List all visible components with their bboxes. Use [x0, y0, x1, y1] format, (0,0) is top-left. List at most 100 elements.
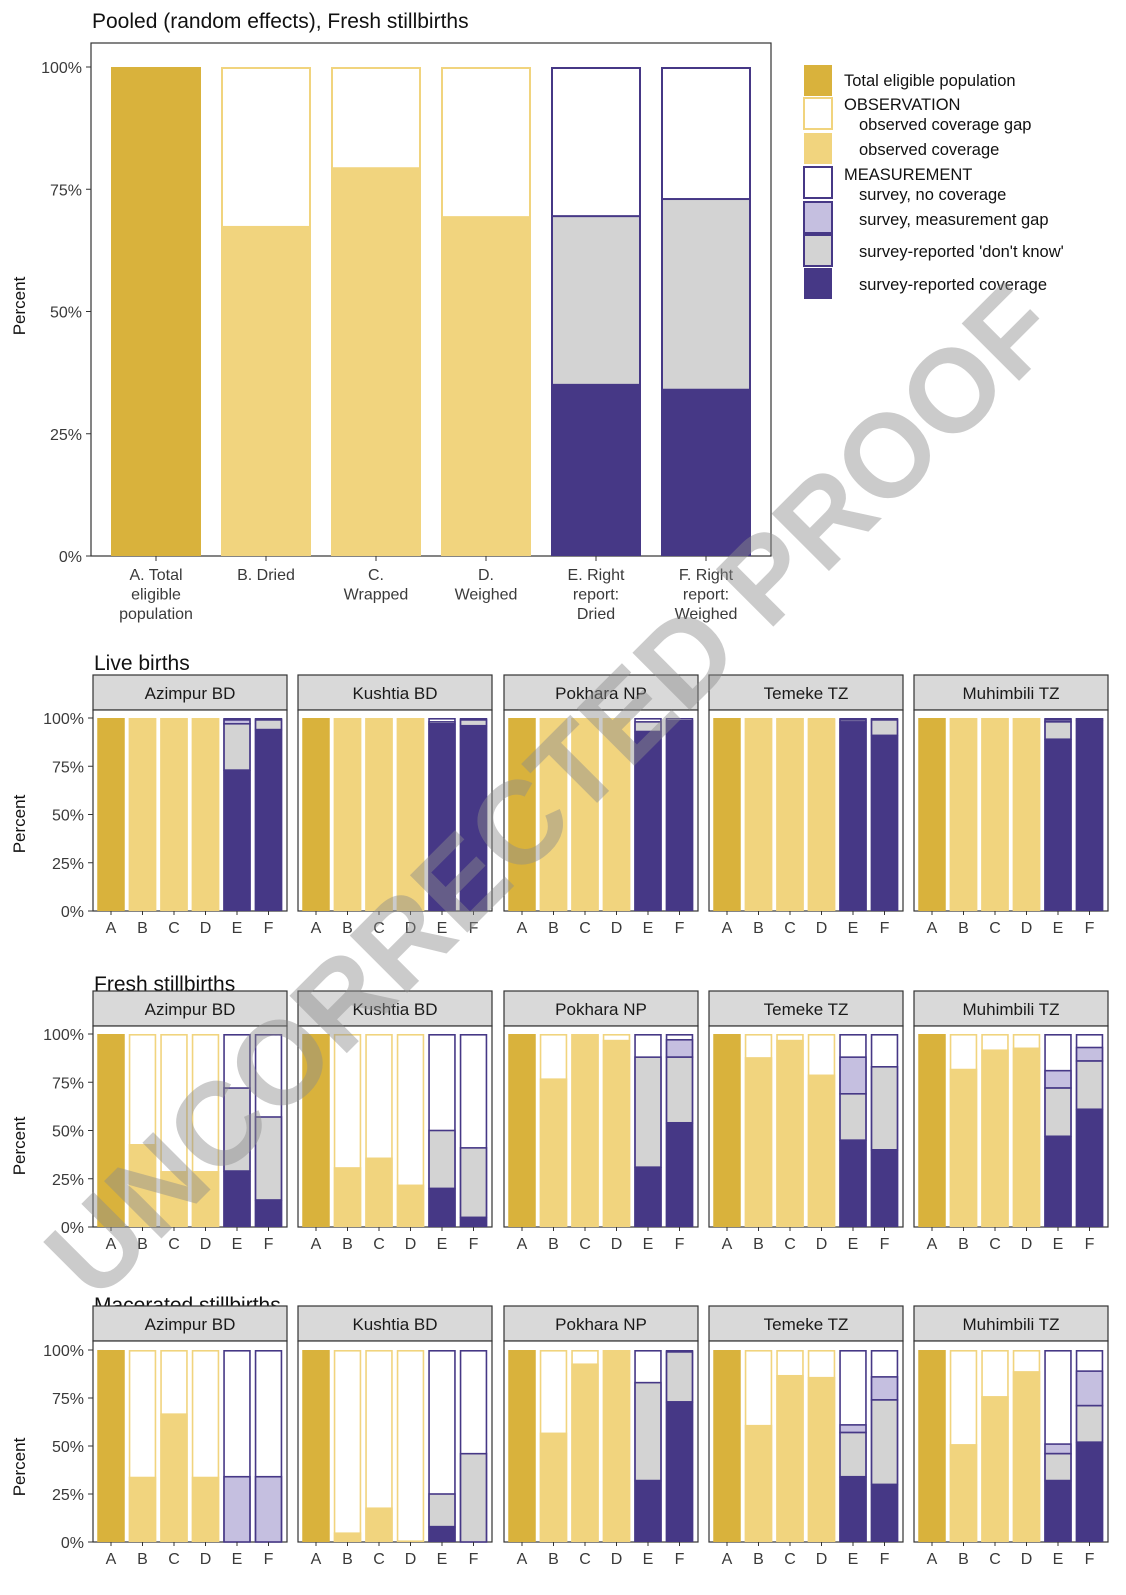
legend-group-header: MEASUREMENT [844, 166, 972, 184]
facet-panel-border [708, 1340, 904, 1543]
x-tick-label: B [958, 1551, 969, 1568]
bar-a [302, 1350, 330, 1542]
x-tick-label: E [232, 920, 243, 937]
facet-strip [913, 990, 1109, 1027]
bar-coverage [1012, 1047, 1041, 1227]
bar-coverage [396, 718, 425, 911]
x-tick-label: F [675, 1236, 685, 1253]
y-tick-label: 25% [52, 856, 84, 873]
bar-coverage [870, 1149, 899, 1227]
bar-coverage [128, 1476, 157, 1542]
bar-coverage [1012, 1371, 1041, 1542]
bar-measurement-gap [870, 1376, 899, 1401]
bar-b [128, 1034, 157, 1228]
bar-dont-know [634, 721, 662, 733]
y-tick-label: 50% [52, 1439, 84, 1456]
facet-strip-label: Muhimbili TZ [963, 1000, 1060, 1019]
bar-dont-know [428, 1129, 456, 1190]
facet-pokhara-np: Pokhara NP A B C D E F [503, 990, 699, 1253]
bar-total [302, 718, 330, 911]
x-tick-label: F [469, 920, 479, 937]
bar-e [839, 1350, 867, 1543]
bar-f [665, 1034, 694, 1228]
facet-strip-label: Temeke TZ [764, 684, 849, 703]
x-tick-label: A [517, 1236, 528, 1253]
x-tick-label: D [405, 1236, 417, 1253]
pooled-x-tick-label: Weighed [675, 606, 738, 623]
bar-coverage [191, 1476, 220, 1542]
legend-swatch-obs-gap [803, 97, 833, 130]
bar-dont-know [223, 1087, 251, 1172]
bar-b [949, 1034, 978, 1228]
x-tick-label: D [1021, 1551, 1033, 1568]
bar-measurement-gap [223, 1475, 251, 1543]
facet-panel-border [92, 1340, 288, 1543]
pooled-x-tick-label: B. Dried [237, 567, 295, 584]
bar-coverage [776, 1374, 804, 1542]
y-tick-label: 100% [43, 1027, 84, 1044]
facet-strip-label: Pokhara NP [555, 684, 647, 703]
bar-b [949, 717, 978, 911]
facet-strip [708, 674, 904, 711]
x-tick-label: B [342, 1551, 353, 1568]
facet-temeke-tz: Temeke TZ A B C D E F [708, 990, 904, 1253]
y-tick-label: 100% [43, 711, 84, 728]
pooled-y-tick-label: 25% [50, 427, 82, 444]
pooled-bar-dont-know [551, 215, 641, 386]
legend-label: Total eligible population [844, 72, 1016, 90]
y-tick-label: 75% [52, 759, 84, 776]
pooled-x-tick-label: D. [478, 567, 494, 584]
bar-coverage [981, 1396, 1009, 1542]
bar-coverage [191, 1171, 220, 1227]
bar-b [949, 1350, 978, 1543]
bar-f [870, 1350, 899, 1543]
bar-coverage [333, 1532, 362, 1542]
bar-f [459, 1034, 488, 1228]
bar-total [713, 1034, 741, 1227]
x-tick-label: D [611, 1236, 623, 1253]
bar-coverage [870, 1484, 899, 1542]
x-tick-label: B [753, 1236, 764, 1253]
x-tick-label: E [643, 1551, 654, 1568]
x-tick-label: A [927, 1236, 938, 1253]
pooled-y-tick-label: 0% [59, 549, 82, 566]
bar-dont-know [665, 1056, 694, 1124]
bar-d [602, 717, 631, 911]
bar-coverage [160, 1413, 188, 1542]
bar-c [981, 1034, 1009, 1228]
facet-strip [92, 990, 288, 1027]
bar-f [254, 1034, 283, 1228]
bar-dont-know [459, 1147, 488, 1219]
y-tick-label: 0% [61, 1220, 84, 1237]
x-tick-label: F [469, 1551, 479, 1568]
y-tick-label: 25% [52, 1487, 84, 1504]
facet-azimpur-bd: Azimpur BD A B C D E F [92, 674, 288, 937]
pooled-bar-e [551, 67, 641, 556]
x-tick-label: A [311, 1236, 322, 1253]
bar-f [665, 717, 694, 911]
bar-coverage [1044, 739, 1072, 911]
facet-panel-border [708, 1025, 904, 1228]
x-tick-label: B [137, 1236, 148, 1253]
bar-c [571, 1034, 599, 1228]
bar-dont-know [839, 719, 867, 723]
facet-muhimbili-tz: Muhimbili TZ A B C D E F [913, 1305, 1109, 1568]
x-tick-label: A [927, 1551, 938, 1568]
bar-dont-know [223, 722, 251, 771]
bar-a [97, 1034, 125, 1227]
bar-d [602, 1350, 631, 1543]
x-tick-label: C [579, 1236, 591, 1253]
bar-coverage [807, 1074, 836, 1227]
x-tick-label: E [1053, 1236, 1064, 1253]
bar-coverage [981, 718, 1009, 911]
x-tick-label: F [880, 1551, 890, 1568]
bar-d [602, 1034, 631, 1228]
bar-measurement-gap [839, 1424, 867, 1434]
facet-panel-border [503, 709, 699, 912]
bar-measurement-gap [1075, 1370, 1104, 1407]
x-tick-label: C [579, 920, 591, 937]
bar-e [1044, 1350, 1072, 1543]
legend-label: survey, measurement gap [859, 211, 1049, 229]
x-tick-label: E [1053, 920, 1064, 937]
